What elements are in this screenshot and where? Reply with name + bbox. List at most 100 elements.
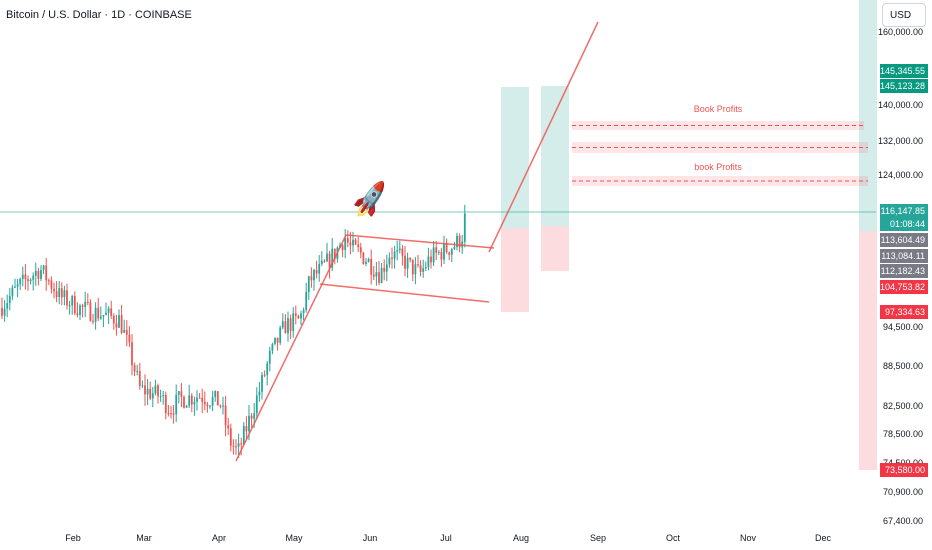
candle	[378, 260, 380, 286]
candle	[320, 251, 323, 267]
candle	[118, 309, 120, 329]
candle	[55, 281, 58, 303]
candle	[229, 423, 232, 452]
candle-body	[248, 415, 250, 432]
candle	[261, 371, 263, 400]
candle-body	[66, 290, 68, 306]
candle	[183, 395, 185, 409]
price-label-bg	[880, 79, 928, 93]
candle-body	[21, 274, 24, 279]
candle-body	[149, 388, 152, 399]
candle-body	[157, 385, 159, 397]
candle	[294, 305, 297, 325]
candle	[250, 413, 253, 428]
candle-body	[164, 394, 167, 414]
candle	[42, 264, 45, 275]
candle	[175, 384, 178, 423]
candle-body	[99, 316, 102, 319]
candle-body	[144, 385, 146, 395]
price-label-text: 73,580.00	[885, 465, 925, 475]
candle-body	[240, 443, 243, 445]
price-label: 112,182.43	[880, 264, 928, 278]
price-label: 113,084.11	[880, 249, 928, 263]
candle-body	[11, 287, 14, 296]
position-zones	[501, 0, 877, 470]
currency-selector[interactable]: USD	[882, 3, 926, 27]
candle-body	[453, 247, 456, 249]
candle-body	[292, 313, 295, 331]
candle	[8, 288, 11, 311]
candle-body	[86, 301, 89, 303]
candle	[430, 249, 432, 269]
candle	[263, 370, 266, 378]
candle	[419, 260, 422, 277]
candle-body	[73, 295, 76, 314]
x-tick-label: Sep	[590, 533, 606, 543]
price-label-text: 97,334.63	[885, 307, 925, 317]
candle	[396, 240, 399, 261]
candle	[388, 252, 391, 268]
candle-body	[437, 251, 440, 253]
candle	[71, 294, 74, 315]
candle-body	[84, 301, 87, 307]
candle-body	[430, 256, 432, 263]
candle	[24, 264, 27, 290]
candle	[406, 252, 409, 278]
candle	[398, 240, 401, 254]
candle-body	[180, 391, 183, 397]
candle-body	[1, 307, 3, 316]
price-label-text: 112,182.43	[881, 266, 925, 276]
flag-upper-line	[345, 234, 495, 249]
candle-body	[411, 259, 414, 275]
candle-body	[151, 393, 154, 399]
candle	[411, 259, 414, 281]
candle	[222, 396, 224, 415]
candle-body	[177, 391, 180, 395]
candle-body	[401, 248, 404, 256]
candle-body	[32, 275, 35, 280]
price-label: 97,334.63	[880, 305, 928, 319]
candle	[315, 260, 318, 279]
candle	[266, 360, 269, 386]
candle	[144, 374, 146, 406]
candle	[380, 262, 383, 284]
candle-body	[310, 276, 313, 281]
candle	[300, 310, 302, 326]
candle	[287, 311, 289, 342]
candle-body	[8, 295, 11, 304]
candle	[29, 278, 32, 285]
candle	[445, 238, 448, 254]
candle-body	[346, 238, 349, 243]
y-tick-label: 132,000.00	[878, 136, 923, 146]
candle	[105, 302, 107, 316]
candle	[443, 235, 445, 265]
candle	[172, 404, 175, 424]
flagpole-line	[235, 234, 347, 462]
candle-body	[328, 253, 331, 268]
candle-body	[289, 318, 292, 331]
candle	[86, 293, 89, 306]
book-profits-band	[572, 121, 864, 130]
candle	[227, 417, 230, 435]
candle	[279, 325, 282, 346]
candle-body	[107, 308, 110, 313]
candle-body	[375, 272, 378, 277]
candle	[409, 257, 412, 263]
candle	[136, 364, 139, 376]
y-tick-label: 140,000.00	[878, 100, 923, 110]
candle	[40, 265, 42, 282]
candle-body	[120, 315, 123, 333]
candle	[245, 416, 248, 440]
candle-body	[53, 288, 55, 292]
candle-body	[94, 307, 97, 322]
candle	[318, 255, 321, 282]
x-axis: Feb Mar Apr May Jun Jul Aug Sep Oct Nov Dec	[65, 533, 831, 543]
price-label: 145,345.55	[880, 64, 928, 78]
candle-body	[331, 248, 334, 268]
candle-body	[203, 401, 206, 405]
price-label: 01:08:44	[880, 217, 928, 231]
candle-body	[27, 279, 29, 282]
candle	[76, 302, 79, 318]
candle	[240, 437, 243, 456]
